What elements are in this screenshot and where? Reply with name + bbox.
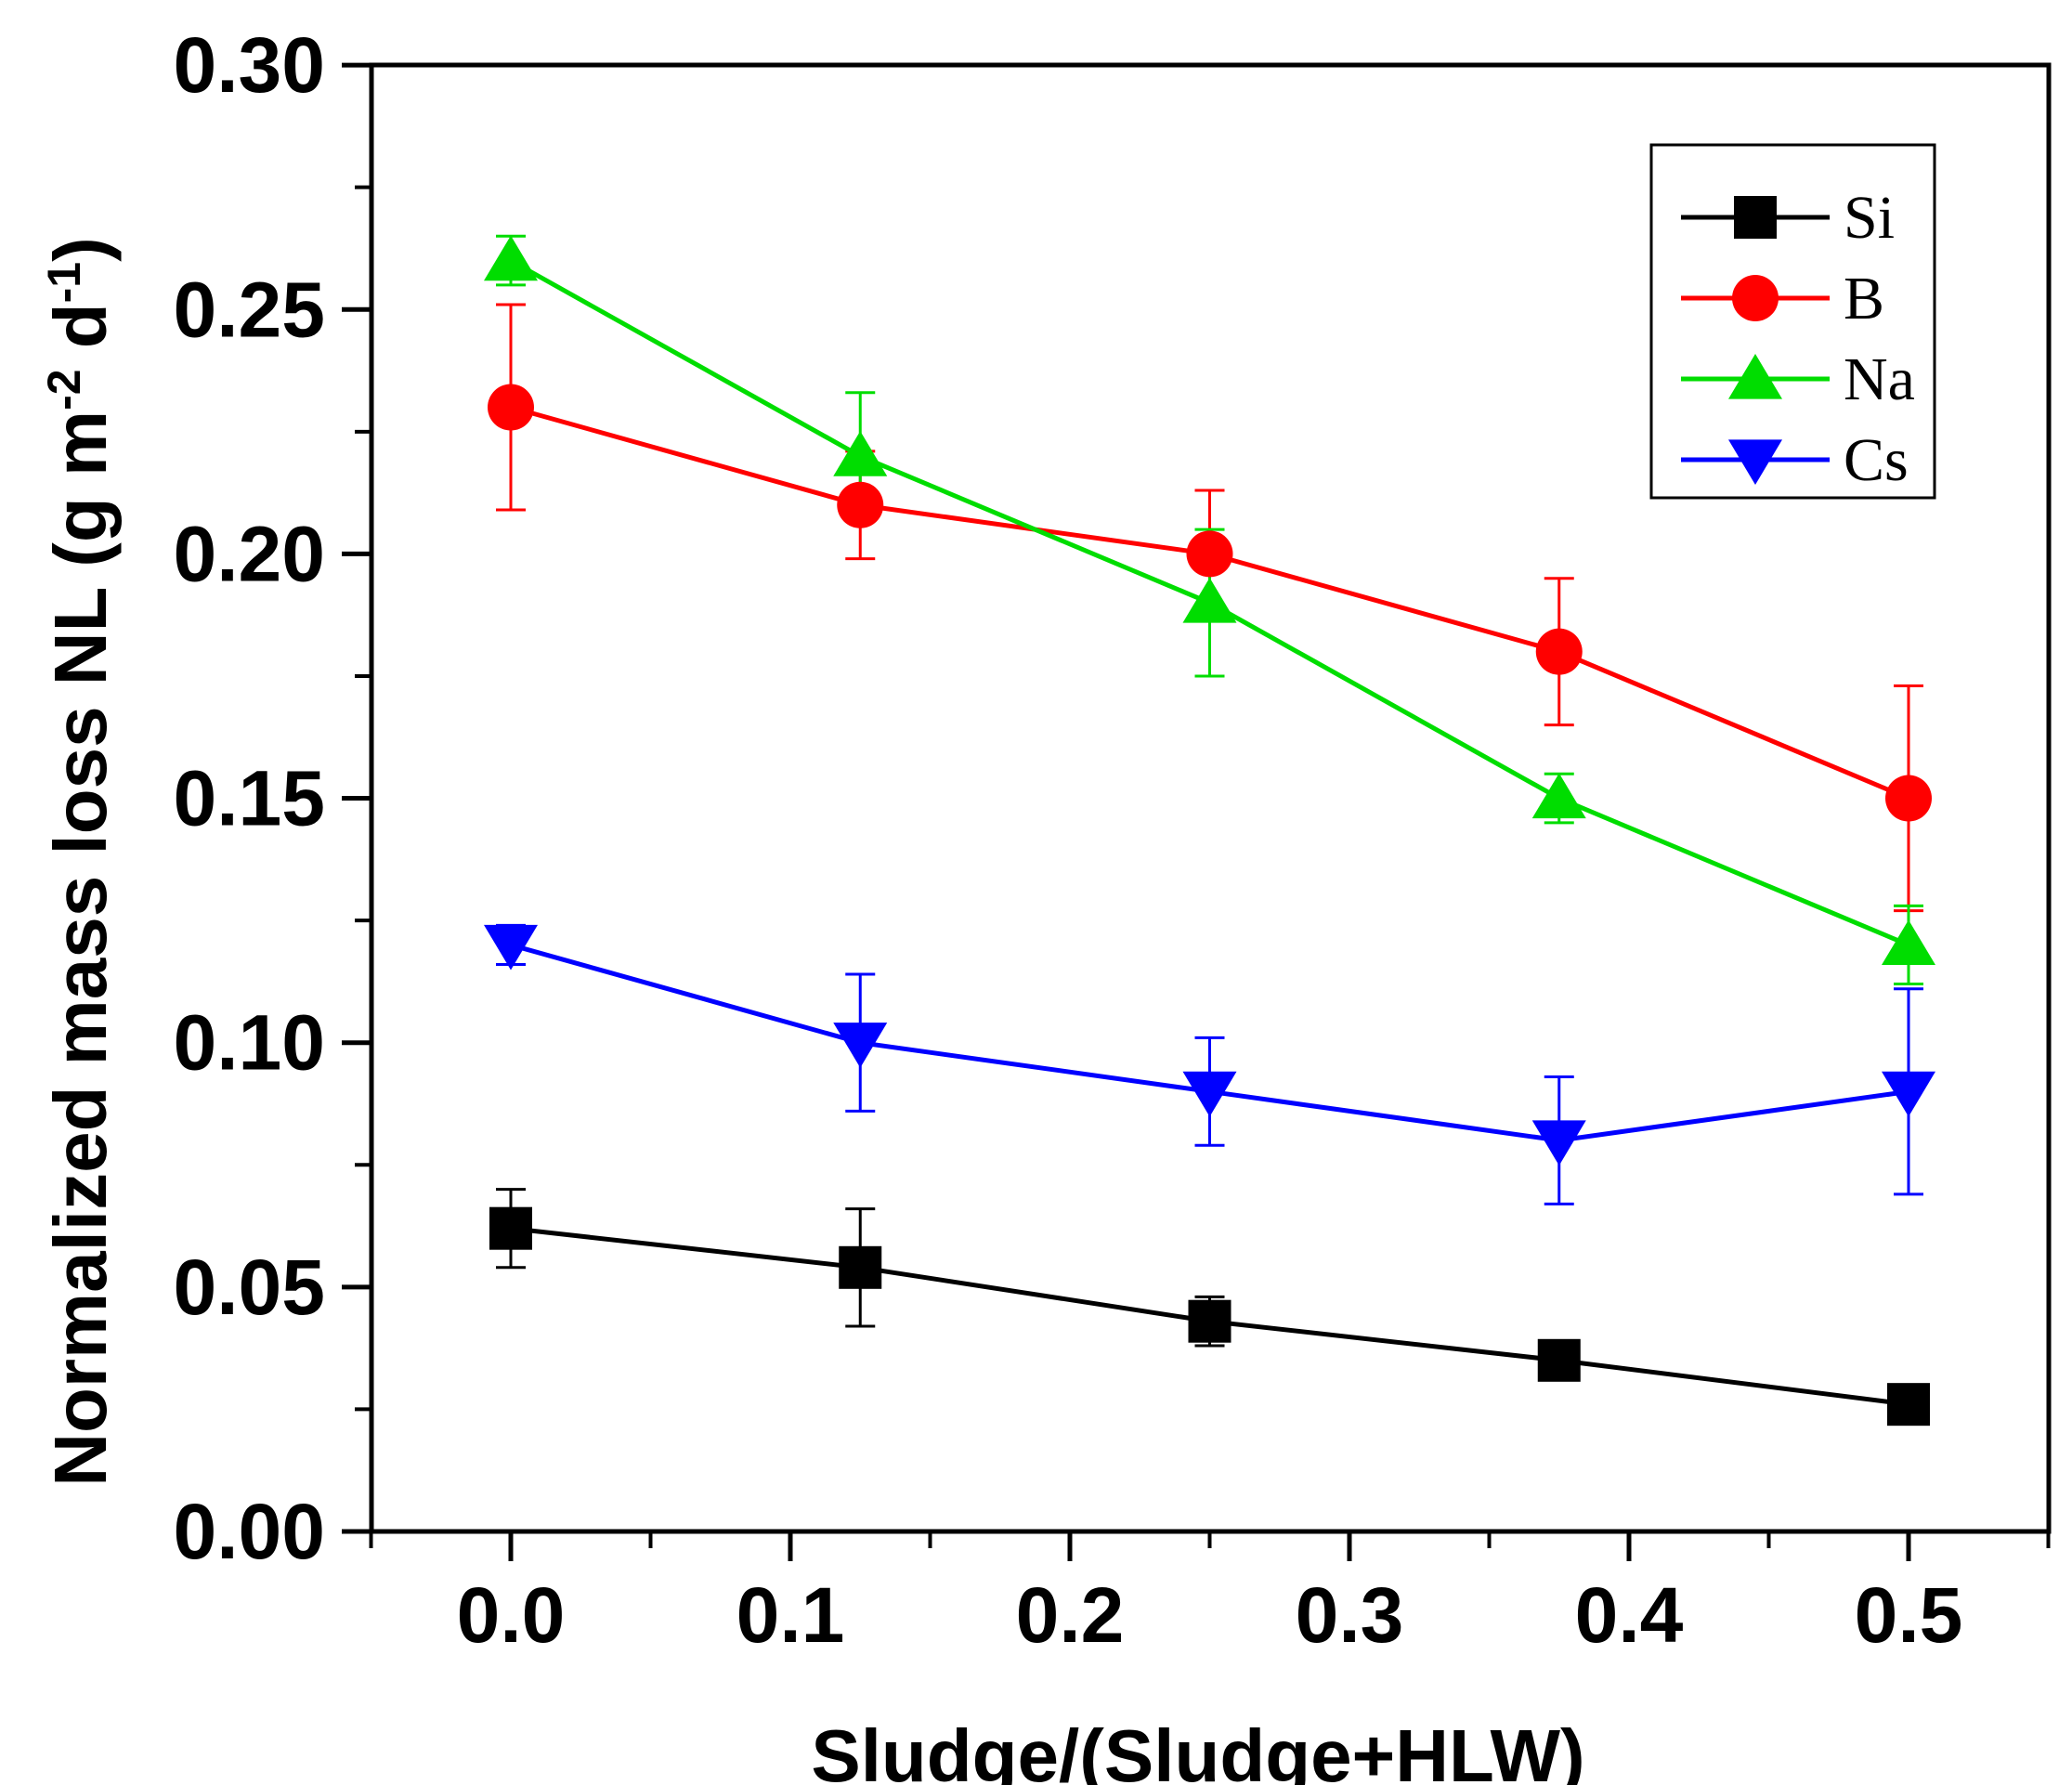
data-point-si — [1887, 1383, 1930, 1427]
data-point-cs — [1882, 1071, 1935, 1117]
y-tick-label: 0.05 — [174, 1244, 326, 1331]
data-point-b — [488, 384, 534, 431]
legend-items: Si B Na Cs — [1681, 184, 1915, 494]
legend-item-na: Na — [1681, 345, 1915, 413]
x-tick-label: 0.0 — [457, 1571, 566, 1659]
data-point-si — [1188, 1299, 1231, 1343]
legend-marker — [1732, 275, 1779, 321]
x-axis-title: Sludge/(Sludge+HLW) — [811, 1714, 1584, 1785]
x-tick-label: 0.4 — [1575, 1571, 1684, 1659]
data-point-na — [833, 431, 888, 476]
legend-label: Na — [1844, 345, 1915, 413]
x-tick-label: 0.2 — [1016, 1571, 1125, 1659]
data-point-b — [1186, 530, 1233, 578]
legend-label: B — [1844, 265, 1884, 332]
y-axis-title-exponent-2: -1 — [38, 262, 90, 303]
data-point-cs — [1531, 1120, 1586, 1166]
y-tick-label: 0.25 — [174, 266, 326, 353]
y-axis-title-exponent-1: -2 — [38, 369, 90, 410]
data-point-na — [1182, 578, 1237, 623]
y-axis-title: Normalized mass loss NL (g m-2 d-1) — [38, 237, 122, 1487]
y-tick-label: 0.15 — [174, 755, 326, 842]
data-point-b — [1535, 628, 1583, 675]
legend-marker — [1734, 196, 1777, 239]
data-point-na — [484, 235, 538, 281]
data-point-cs — [484, 924, 538, 971]
data-point-si — [839, 1245, 882, 1289]
y-tick-label: 0.20 — [174, 510, 326, 597]
legend-label: Si — [1844, 184, 1895, 252]
data-point-b — [837, 481, 884, 528]
data-point-cs — [833, 1023, 888, 1068]
data-point-na — [1531, 773, 1586, 819]
legend-item-si: Si — [1681, 184, 1895, 252]
x-tick-label: 0.5 — [1855, 1571, 1963, 1659]
data-markers — [484, 235, 1935, 1427]
y-tick-label: 0.10 — [174, 999, 326, 1087]
data-point-na — [1882, 919, 1935, 966]
y-tick-label: 0.30 — [174, 21, 326, 109]
legend: Si B Na Cs — [1649, 143, 1936, 500]
legend-item-b: B — [1681, 265, 1884, 332]
x-tick-label: 0.3 — [1296, 1571, 1404, 1659]
data-point-si — [1537, 1338, 1581, 1382]
y-tick-label: 0.00 — [174, 1488, 326, 1575]
legend-label: Cs — [1844, 426, 1909, 494]
legend-marker — [1728, 439, 1782, 485]
legend-marker — [1728, 354, 1782, 399]
x-tick-label: 0.1 — [736, 1571, 845, 1659]
x-axis-ticks: 0.0 0.1 0.2 0.3 0.4 0.5 — [369, 1531, 2051, 1659]
data-point-si — [489, 1206, 532, 1250]
legend-item-cs: Cs — [1681, 426, 1909, 494]
data-point-b — [1885, 775, 1932, 822]
legend-box — [1649, 143, 1936, 500]
y-axis-ticks: 0.00 0.05 0.10 0.15 0.20 0.25 0.30 — [174, 21, 371, 1575]
data-point-cs — [1182, 1071, 1237, 1117]
